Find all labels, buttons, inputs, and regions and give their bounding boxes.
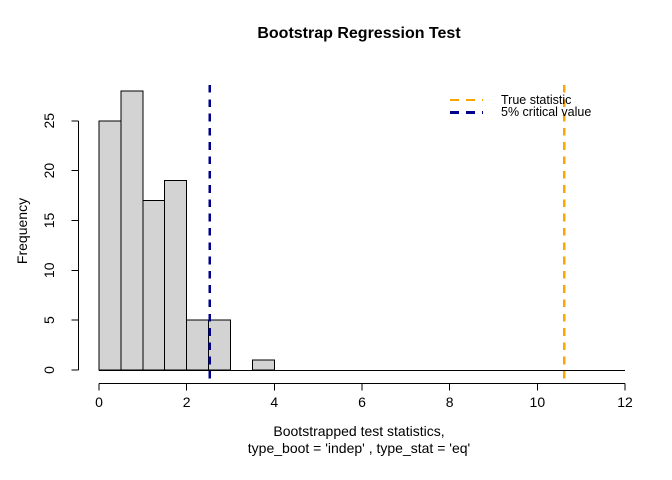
histogram-bar <box>164 180 188 371</box>
histogram-bar <box>186 319 210 371</box>
legend-item-critical-value: 5% critical value <box>450 105 592 120</box>
x-axis-title: Bootstrapped test statistics, type_boot … <box>78 423 640 457</box>
x-tick-label: 2 <box>183 394 191 410</box>
histogram-bar <box>208 319 231 371</box>
x-axis-title-line2: type_boot = 'indep' , type_stat = 'eq' <box>247 440 471 456</box>
histogram-bar <box>98 120 122 371</box>
y-tick-label: 15 <box>41 212 57 228</box>
x-tick-label: 0 <box>95 394 103 410</box>
legend: True statistic 5% critical value <box>450 94 591 119</box>
legend-label-critical-value: 5% critical value <box>501 105 592 120</box>
y-tick-label: 20 <box>41 163 57 179</box>
x-tick-label: 12 <box>617 394 633 410</box>
chart-title: Bootstrap Regression Test <box>257 25 461 42</box>
x-axis-title-line1: Bootstrapped test statistics, <box>273 423 445 439</box>
histogram-bar <box>120 90 144 371</box>
legend-label-true-statistic: True statistic <box>501 93 572 107</box>
y-tick-label: 0 <box>41 366 57 374</box>
y-axis-title: Frequency <box>14 197 30 265</box>
y-tick-label: 5 <box>41 316 57 324</box>
histogram-bar <box>142 200 166 371</box>
x-tick-label: 4 <box>270 394 278 410</box>
y-tick-label: 25 <box>41 113 57 129</box>
x-tick-label: 6 <box>358 394 366 410</box>
x-tick-label: 10 <box>530 394 546 410</box>
y-tick-label: 10 <box>41 262 57 278</box>
x-tick-label: 8 <box>446 394 454 410</box>
histogram-bar <box>251 359 275 371</box>
critical-value-line-sample <box>450 111 483 114</box>
true-statistic-line-sample <box>450 98 483 102</box>
legend-item-true-statistic: True statistic <box>450 94 591 106</box>
